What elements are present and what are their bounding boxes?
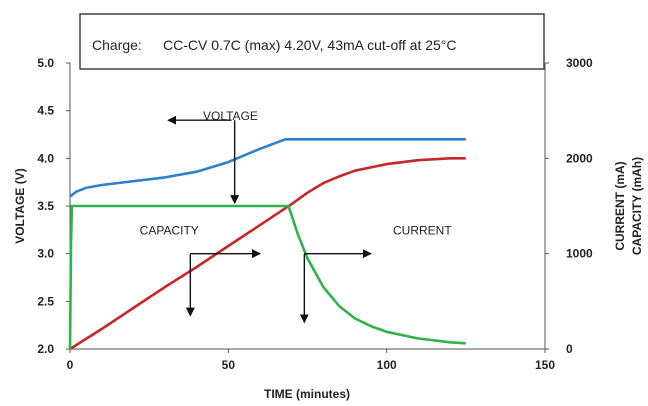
capacity-label: CAPACITY [140, 224, 199, 238]
capacity-line [69, 157, 466, 351]
y-right-tick-label: 1000 [566, 247, 593, 261]
y-left-tick-label: 3.5 [37, 199, 54, 213]
y-left-tick-label: 2.5 [37, 294, 54, 308]
y-left-tick-label: 5.0 [37, 56, 54, 70]
x-tick-label: 50 [222, 358, 236, 372]
y-left-tick-label: 3.0 [37, 247, 54, 261]
note-text: CC-CV 0.7C (max) 4.20V, 43mA cut-off at … [163, 37, 457, 53]
y-left-tick-label: 4.0 [37, 151, 54, 165]
series-layer [68, 138, 466, 351]
voltage-line [69, 138, 466, 198]
y-right-tick-label: 0 [566, 342, 573, 356]
y-right-tick-label: 2000 [566, 151, 593, 165]
note-box-frame [79, 13, 545, 70]
current-label: CURRENT [393, 224, 452, 238]
y-left-tick-label: 2.0 [37, 342, 54, 356]
y-left-tick-label: 4.5 [37, 104, 54, 118]
y-axis-left-title: VOLTAGE (V) [13, 168, 27, 244]
ticks-layer: 0 50 100 150 2.0 2.5 3.0 3.5 4.0 4.5 5.0 0 1000 2000 3… [37, 56, 593, 372]
x-tick-label: 0 [67, 358, 74, 372]
arrows-layer [167, 115, 372, 324]
y-right-tick-label: 3000 [566, 56, 593, 70]
current-line [68, 204, 466, 350]
y-axis-right-title-current: CURRENT (mA) [613, 161, 627, 250]
x-tick-label: 150 [535, 358, 555, 372]
x-tick-label: 100 [377, 358, 397, 372]
voltage-label: VOLTAGE [203, 109, 258, 123]
x-axis-title: TIME (minutes) [264, 387, 350, 401]
y-axis-right-title-capacity: CAPACITY (mAh) [630, 157, 644, 255]
note-box: Charge: CC-CV 0.7C (max) 4.20V, 43mA cut… [79, 13, 545, 70]
note-label: Charge: [92, 37, 142, 53]
